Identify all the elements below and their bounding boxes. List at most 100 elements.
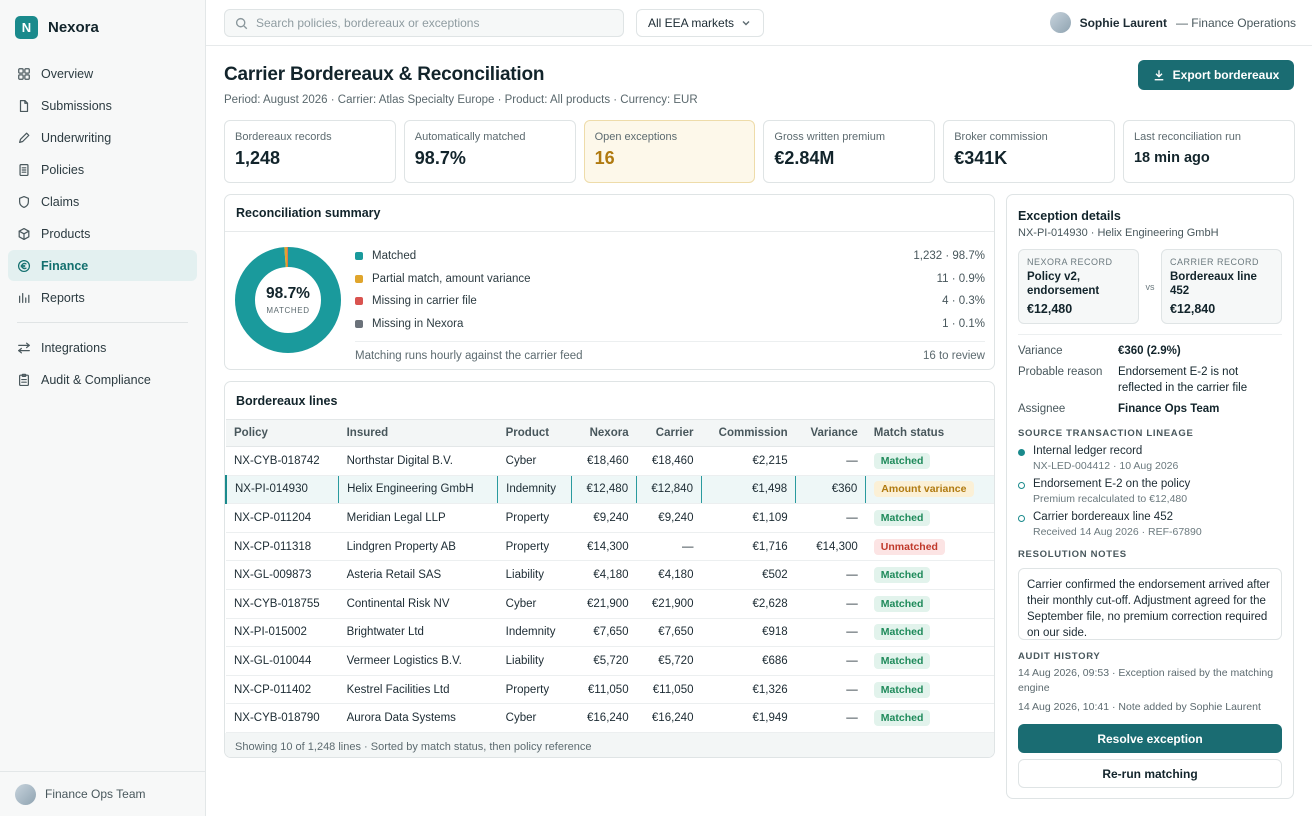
resolve-exception-button[interactable]: Resolve exception <box>1018 724 1282 753</box>
cell-commission: €1,949 <box>701 703 796 733</box>
cell-policy: NX-PI-014930 <box>225 475 339 505</box>
column-header[interactable]: Policy <box>226 419 339 447</box>
cell-policy: NX-CP-011204 <box>226 503 339 533</box>
cell-status: Matched <box>865 703 994 733</box>
column-header[interactable]: Commission <box>701 419 796 447</box>
cell-product: Cyber <box>497 589 572 619</box>
legend-swatch <box>355 297 363 306</box>
lineage-item[interactable]: Carrier bordereaux line 452 Received 14 A… <box>1018 511 1282 538</box>
donut-label: MATCHED <box>266 306 310 315</box>
cell-status: Matched <box>865 560 994 590</box>
kpi-value: €2.84M <box>774 148 835 168</box>
export-bordereaux-button[interactable]: Export bordereaux <box>1138 60 1294 90</box>
card-title: Reconciliation summary <box>225 195 994 232</box>
cell-carrier: €12,840 <box>636 475 702 505</box>
table-row[interactable]: NX-CYB-018790 Aurora Data Systems Cyber €16… <box>226 703 994 733</box>
sidebar-item-label: Submissions <box>41 98 112 113</box>
lineage-item[interactable]: Endorsement E-2 on the policy Premium rec… <box>1018 478 1282 505</box>
legend-row[interactable]: Missing in Nexora 1 · 0.1% <box>355 313 985 336</box>
cell-nexora: €9,240 <box>571 503 637 533</box>
sidebar-item-underwriting[interactable]: Underwriting <box>8 122 197 153</box>
column-header[interactable]: Variance <box>795 419 866 447</box>
table-row[interactable]: NX-CYB-018742 Northstar Digital B.V. Cyber… <box>226 446 994 476</box>
sidebar-item-reports[interactable]: Reports <box>8 282 197 313</box>
audit-title: AUDIT HISTORY <box>1018 651 1101 662</box>
sidebar-item-policies[interactable]: Policies <box>8 154 197 185</box>
column-header[interactable]: Product <box>497 419 572 447</box>
cell-policy: NX-CYB-018742 <box>226 446 339 476</box>
cell-commission: €1,498 <box>700 475 796 505</box>
table-row[interactable]: NX-CP-011402 Kestrel Facilities Ltd Proper… <box>226 675 994 705</box>
rerun-matching-button[interactable]: Re-run matching <box>1018 759 1282 788</box>
column-header[interactable]: Insured <box>338 419 498 447</box>
table-row[interactable]: NX-PI-015002 Brightwater Ltd Indemnity €7,6… <box>226 618 994 648</box>
variance-field: Variance €360 (2.9%) <box>1018 343 1282 359</box>
cell-status: Matched <box>865 446 994 476</box>
resolution-notes-textarea[interactable]: Carrier confirmed the endorsement arrive… <box>1018 568 1282 640</box>
document-icon <box>19 99 29 112</box>
carrier-record-card: CARRIER RECORD Bordereaux line 452 €12,8… <box>1161 249 1282 324</box>
team-switcher[interactable]: Finance Ops Team <box>0 771 205 816</box>
kpi-label: Bordereaux records <box>235 131 332 143</box>
table-row[interactable]: NX-CYB-018755 Continental Risk NV Cyber €21… <box>226 589 994 619</box>
search-icon <box>235 17 248 29</box>
sidebar-item-integrations[interactable]: Integrations <box>8 332 197 363</box>
assignee-field[interactable]: Assignee Finance Ops Team <box>1018 401 1282 417</box>
market-filter-select[interactable]: All EEA markets <box>636 9 764 37</box>
lineage-dot <box>1018 449 1025 456</box>
table-row[interactable]: NX-PI-014930 Helix Engineering GmbH Indemn… <box>225 475 994 505</box>
sidebar-item-products[interactable]: Products <box>8 218 197 249</box>
column-header[interactable]: Nexora <box>571 419 637 447</box>
sidebar-item-overview[interactable]: Overview <box>8 58 197 89</box>
legend-row[interactable]: Missing in carrier file 4 · 0.3% <box>355 290 985 313</box>
table-row[interactable]: NX-CP-011204 Meridian Legal LLP Property €9… <box>226 503 994 533</box>
page-title: Carrier Bordereaux & Reconciliation <box>224 64 545 85</box>
user-role: — Finance Operations <box>1175 15 1296 30</box>
lineage-title: SOURCE TRANSACTION LINEAGE <box>1018 428 1194 439</box>
sidebar-item-label: Underwriting <box>41 130 112 145</box>
lineage-item[interactable]: Internal ledger record NX-LED-004412 · 10… <box>1018 445 1282 472</box>
legend-row[interactable]: Matched 1,232 · 98.7% <box>355 245 985 268</box>
brand[interactable]: N Nexora <box>15 16 99 39</box>
kpi-card-exceptions[interactable]: Open exceptions 16 <box>583 120 756 183</box>
table-body: NX-CYB-018742 Northstar Digital B.V. Cyber… <box>225 446 994 733</box>
search-input[interactable] <box>256 16 596 30</box>
sidebar-item-claims[interactable]: Claims <box>8 186 197 217</box>
chevron-down-icon <box>742 21 750 26</box>
sidebar-item-label: Finance <box>41 258 89 273</box>
cell-product: Property <box>497 503 572 533</box>
lineage-title: Internal ledger record <box>1033 445 1143 457</box>
cell-insured: Brightwater Ltd <box>338 618 498 648</box>
user-menu[interactable]: Sophie Laurent — Finance Operations <box>1049 12 1296 33</box>
cell-nexora: €21,900 <box>571 589 637 619</box>
cell-policy: NX-GL-010044 <box>226 646 339 676</box>
table-row[interactable]: NX-GL-009873 Asteria Retail SAS Liability €… <box>226 560 994 590</box>
table-row[interactable]: NX-CP-011318 Lindgren Property AB Property… <box>226 532 994 562</box>
cell-status: Matched <box>865 646 994 676</box>
cell-product: Cyber <box>497 446 572 476</box>
cell-commission: €686 <box>701 646 796 676</box>
cell-nexora: €14,300 <box>571 532 637 562</box>
field-value: €360 (2.9%) <box>1118 345 1181 357</box>
cell-carrier: €5,720 <box>636 646 702 676</box>
cell-insured: Lindgren Property AB <box>338 532 498 562</box>
table-row[interactable]: NX-GL-010044 Vermeer Logistics B.V. Liabil… <box>226 646 994 676</box>
sidebar-item-submissions[interactable]: Submissions <box>8 90 197 121</box>
search-box[interactable] <box>224 9 624 37</box>
sidebar-item-finance[interactable]: Finance <box>8 250 197 281</box>
topbar: All EEA markets Sophie Laurent — Finance… <box>206 0 1312 46</box>
cell-nexora: €11,050 <box>571 675 637 705</box>
sidebar: N Nexora Overview Submissions Underwriting… <box>0 0 206 816</box>
table-footer: Showing 10 of 1,248 lines · Sorted by ma… <box>225 732 994 757</box>
column-header[interactable]: Match status <box>865 419 994 447</box>
lineage-sub: Received 14 Aug 2026 · REF-67890 <box>1033 526 1202 538</box>
bar-chart-icon <box>19 292 30 303</box>
lineage-dot <box>1018 515 1025 522</box>
legend-row[interactable]: Partial match, amount variance 11 · 0.9% <box>355 268 985 291</box>
cell-nexora: €4,180 <box>571 560 637 590</box>
column-header[interactable]: Carrier <box>636 419 702 447</box>
sidebar-item-label: Overview <box>41 66 94 81</box>
lineage-text: Carrier bordereaux line 452 Received 14 A… <box>1033 511 1202 538</box>
sidebar-item-audit-compliance[interactable]: Audit & Compliance <box>8 364 197 395</box>
cell-product: Property <box>497 675 572 705</box>
